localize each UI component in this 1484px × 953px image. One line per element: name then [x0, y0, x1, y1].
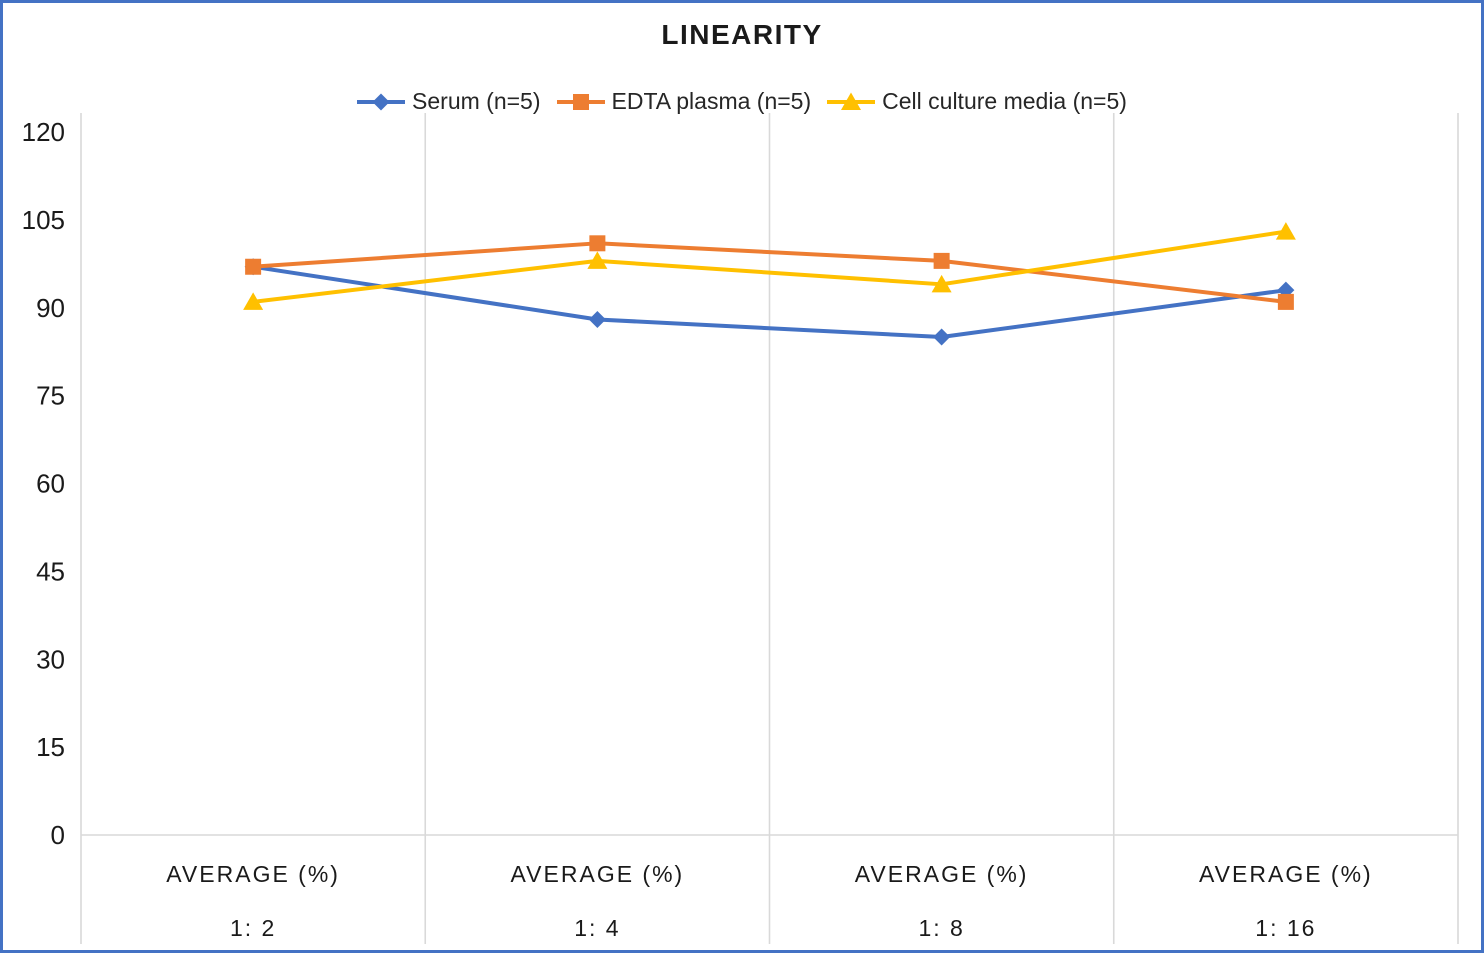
legend-item-edta-plasma-n-5: EDTA plasma (n=5)	[556, 88, 812, 115]
square-marker	[1277, 293, 1294, 310]
legend-triangle-icon	[827, 92, 876, 110]
legend-label: Serum (n=5)	[412, 88, 541, 114]
series-edta-plasma-n-5	[245, 235, 1294, 310]
y-tick-label: 45	[36, 556, 65, 586]
chart-title: LINEARITY	[661, 19, 823, 50]
legend-label: Cell culture media (n=5)	[882, 88, 1127, 114]
y-tick-label: 0	[51, 820, 65, 850]
series-line-serum-n-5	[252, 264, 1287, 340]
legend-square-icon	[556, 93, 605, 110]
square-marker	[933, 252, 950, 269]
triangle-marker	[1275, 222, 1296, 240]
series-line-edta-plasma-n-5	[252, 241, 1287, 304]
category-label: 1: 2	[230, 915, 276, 941]
y-tick-label: 90	[36, 293, 65, 323]
category-group-label: AVERAGE (%)	[855, 861, 1029, 887]
category-group-label: AVERAGE (%)	[1199, 861, 1373, 887]
plot-area: 0 15 30 45 60 75 90 105 120 AVERAGE (%) 1: 2 AVERAG…	[22, 113, 1459, 944]
y-tick-label: 75	[36, 381, 65, 411]
triangle-marker	[243, 292, 264, 310]
category-label: 1: 16	[1255, 915, 1316, 941]
square-marker	[589, 235, 606, 252]
category-label: 1: 8	[918, 915, 964, 941]
series-line-cell-culture-media-n-5	[252, 229, 1287, 304]
category-group-label: AVERAGE (%)	[166, 861, 340, 887]
legend-diamond-icon	[357, 93, 406, 110]
triangle-marker	[587, 251, 608, 269]
y-tick-label: 15	[36, 732, 65, 762]
series-cell-culture-media-n-5	[243, 222, 1296, 310]
legend-item-cell-culture-media-n-5: Cell culture media (n=5)	[827, 88, 1127, 115]
category-group-label: AVERAGE (%)	[511, 861, 685, 887]
chart-legend: Serum (n=5) EDTA plasma (n=5) Cell culture…	[3, 88, 1481, 115]
y-tick-label: 30	[36, 644, 65, 674]
diamond-marker	[372, 93, 390, 110]
y-tick-label: 120	[22, 117, 65, 147]
triangle-marker	[841, 92, 862, 110]
y-tick-label: 60	[36, 469, 65, 499]
triangle-marker	[931, 274, 952, 293]
diamond-marker	[933, 328, 951, 346]
square-marker	[245, 258, 262, 275]
category-label: 1: 4	[574, 915, 620, 941]
square-marker	[572, 93, 589, 110]
diamond-marker	[588, 310, 606, 328]
y-tick-label: 105	[22, 205, 65, 235]
legend-label: EDTA plasma (n=5)	[611, 88, 812, 114]
legend-item-serum-n-5: Serum (n=5)	[357, 88, 541, 115]
